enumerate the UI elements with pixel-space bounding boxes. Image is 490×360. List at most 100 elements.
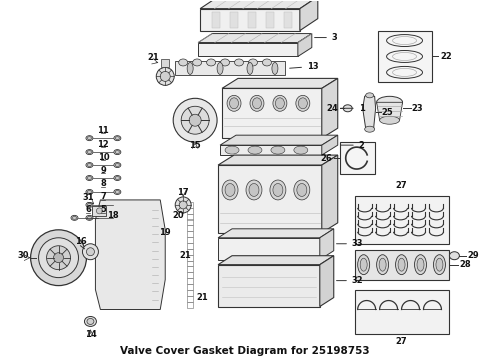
Text: 26: 26	[320, 154, 332, 163]
Bar	[187, 249, 193, 255]
Ellipse shape	[115, 150, 120, 154]
Ellipse shape	[114, 163, 121, 167]
Text: 1: 1	[341, 104, 365, 113]
Bar	[187, 290, 193, 296]
Bar	[378, 31, 433, 82]
Ellipse shape	[360, 258, 367, 271]
Polygon shape	[284, 12, 292, 28]
Circle shape	[175, 197, 191, 213]
Polygon shape	[355, 250, 449, 280]
Circle shape	[47, 246, 71, 270]
Text: 19: 19	[159, 228, 171, 237]
Text: 23: 23	[412, 104, 423, 113]
Text: 9: 9	[100, 166, 106, 175]
Circle shape	[53, 253, 64, 263]
Bar	[187, 220, 193, 225]
Circle shape	[30, 230, 86, 285]
Polygon shape	[220, 135, 338, 145]
Bar	[187, 278, 193, 284]
Ellipse shape	[275, 98, 284, 109]
Bar	[187, 208, 193, 214]
Bar	[187, 284, 193, 290]
Text: 11: 11	[98, 126, 109, 135]
Circle shape	[97, 208, 102, 214]
Ellipse shape	[225, 184, 235, 197]
Text: 2: 2	[341, 141, 365, 150]
Ellipse shape	[250, 95, 264, 111]
Text: 21: 21	[196, 293, 208, 302]
Ellipse shape	[86, 215, 93, 220]
Circle shape	[173, 98, 217, 142]
Ellipse shape	[379, 258, 386, 271]
Ellipse shape	[73, 216, 76, 219]
Text: 18: 18	[106, 211, 118, 220]
Ellipse shape	[207, 59, 216, 66]
Ellipse shape	[87, 319, 94, 324]
Ellipse shape	[220, 59, 229, 66]
Ellipse shape	[114, 150, 121, 154]
Ellipse shape	[247, 62, 253, 75]
Polygon shape	[222, 88, 322, 138]
Ellipse shape	[87, 137, 92, 140]
Ellipse shape	[114, 136, 121, 141]
Ellipse shape	[179, 59, 188, 66]
Ellipse shape	[343, 105, 352, 112]
Polygon shape	[96, 200, 165, 310]
Polygon shape	[212, 12, 220, 28]
Text: 24: 24	[326, 104, 338, 113]
Polygon shape	[322, 135, 338, 155]
Ellipse shape	[115, 203, 120, 206]
Polygon shape	[218, 265, 320, 306]
Ellipse shape	[114, 189, 121, 194]
Polygon shape	[200, 0, 318, 9]
Ellipse shape	[225, 146, 239, 154]
Ellipse shape	[246, 180, 262, 200]
Ellipse shape	[87, 216, 92, 219]
Ellipse shape	[193, 59, 201, 66]
Polygon shape	[200, 9, 300, 31]
Bar	[187, 255, 193, 261]
Text: 27: 27	[396, 337, 407, 346]
Polygon shape	[198, 33, 312, 42]
Ellipse shape	[217, 62, 223, 75]
Text: 25: 25	[382, 108, 393, 117]
Polygon shape	[218, 229, 334, 238]
Polygon shape	[218, 256, 334, 265]
Polygon shape	[220, 145, 322, 155]
Text: 30: 30	[18, 251, 29, 260]
Text: 33: 33	[337, 239, 364, 248]
Ellipse shape	[252, 98, 262, 109]
Ellipse shape	[115, 216, 120, 219]
Ellipse shape	[222, 180, 238, 200]
Polygon shape	[377, 102, 403, 120]
Ellipse shape	[417, 258, 424, 271]
Ellipse shape	[87, 150, 92, 154]
Circle shape	[179, 201, 187, 209]
Text: 16: 16	[74, 237, 86, 246]
Ellipse shape	[366, 93, 374, 98]
Text: 15: 15	[189, 141, 201, 150]
Text: 31: 31	[83, 193, 94, 202]
Ellipse shape	[187, 62, 193, 75]
Bar	[187, 202, 193, 208]
Text: 22: 22	[441, 52, 452, 61]
Text: 13: 13	[290, 62, 318, 71]
Ellipse shape	[87, 203, 92, 206]
Polygon shape	[222, 78, 338, 88]
Polygon shape	[322, 155, 338, 233]
Text: 7: 7	[100, 193, 106, 202]
Ellipse shape	[296, 95, 310, 111]
Circle shape	[156, 67, 174, 85]
Ellipse shape	[294, 146, 308, 154]
Polygon shape	[198, 42, 298, 57]
Polygon shape	[320, 256, 334, 306]
Ellipse shape	[270, 180, 286, 200]
Ellipse shape	[273, 95, 287, 111]
Polygon shape	[218, 155, 338, 165]
Text: 10: 10	[98, 153, 109, 162]
Ellipse shape	[87, 163, 92, 167]
Ellipse shape	[380, 116, 399, 124]
Text: 17: 17	[177, 188, 189, 197]
Text: 21: 21	[147, 54, 159, 63]
Polygon shape	[320, 229, 334, 260]
